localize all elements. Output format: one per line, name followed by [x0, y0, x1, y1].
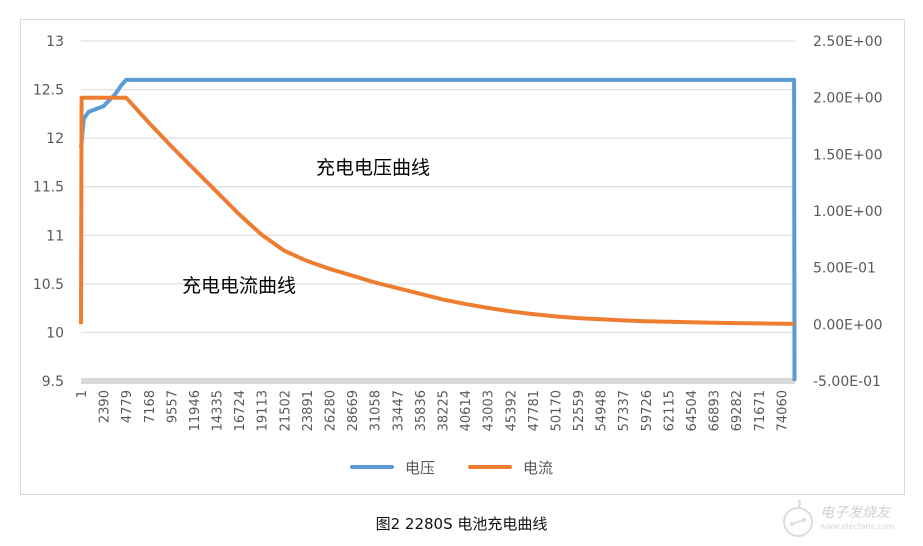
x-axis: 1 2390 4779 7168 9557 11946 14335 16724 19113 215… [75, 390, 790, 431]
x-axis-tick-label: 45392 [504, 390, 519, 431]
left-axis-tick-label: 11.5 [33, 180, 64, 196]
left-axis-tick-label: 12 [46, 131, 64, 147]
series-line-current [79, 95, 795, 326]
right-axis-tick-label: 0.00E+00 [813, 317, 883, 333]
x-axis-tick-label: 40614 [459, 390, 474, 431]
x-axis-tick-label: 11946 [188, 390, 203, 431]
gridlines [81, 40, 795, 384]
annotation-voltage-curve: 充电电压曲线 [316, 157, 430, 179]
x-axis-tick-label: 43003 [482, 390, 497, 431]
x-axis-tick-label: 54948 [595, 390, 610, 431]
x-axis-tick-label: 4779 [120, 390, 135, 423]
x-axis-tick-label: 28669 [346, 390, 361, 431]
left-axis-tick-label: 9.5 [42, 374, 64, 390]
right-axis-tick-label: -5.00E-01 [813, 374, 881, 390]
x-axis-tick-label: 62115 [662, 390, 677, 431]
watermark-logo-icon [783, 499, 813, 537]
x-axis-line [81, 378, 795, 384]
legend: 电压 电流 [350, 459, 553, 477]
left-axis-tick-label: 10 [46, 325, 64, 341]
x-axis-tick-label: 74060 [775, 390, 790, 431]
x-axis-tick-label: 64504 [685, 390, 700, 431]
x-axis-tick-label: 57337 [617, 390, 632, 431]
x-axis-tick-label: 71671 [753, 390, 768, 431]
watermark-name: 电子发烧友 [820, 505, 890, 521]
x-axis-tick-label: 26280 [324, 390, 339, 431]
x-axis-tick-label: 14335 [211, 390, 226, 431]
x-axis-tick-label: 69282 [730, 390, 745, 431]
x-axis-tick-label: 59726 [640, 390, 655, 431]
x-axis-tick-label: 1 [75, 390, 90, 398]
left-axis-tick-label: 10.5 [33, 277, 64, 293]
x-axis-tick-label: 23891 [301, 390, 316, 431]
right-y-axis: 2.50E+00 2.00E+00 1.50E+00 1.00E+00 5.00E-01… [813, 34, 883, 390]
x-axis-tick-label: 50170 [549, 390, 564, 431]
x-axis-tick-label: 38225 [436, 390, 451, 431]
left-axis-tick-label: 11 [46, 228, 64, 244]
x-axis-tick-label: 9557 [165, 390, 180, 423]
right-axis-tick-label: 2.50E+00 [813, 34, 883, 50]
right-axis-tick-label: 5.00E-01 [813, 261, 876, 277]
legend-voltage-label: 电压 [405, 459, 435, 477]
left-y-axis: 13 12.5 12 11.5 11 10.5 10 9.5 [33, 34, 64, 390]
x-axis-tick-label: 66893 [708, 390, 723, 431]
series-lines [79, 77, 797, 382]
x-axis-tick-label: 31058 [369, 390, 384, 431]
x-axis-tick-label: 52559 [572, 390, 587, 431]
x-axis-tick-label: 21502 [278, 390, 293, 431]
watermark-url: www.elecfans.com [820, 522, 895, 531]
x-axis-tick-label: 47781 [527, 390, 542, 431]
figure-caption: 图2 2280S 电池充电曲线 [375, 515, 548, 533]
x-axis-tick-label: 35836 [414, 390, 429, 431]
right-axis-tick-label: 2.00E+00 [813, 91, 883, 107]
annotation-current-curve: 充电电流曲线 [182, 275, 296, 297]
right-axis-tick-label: 1.00E+00 [813, 204, 883, 220]
chart-frame [20, 19, 905, 495]
x-axis-tick-label: 19113 [256, 390, 271, 431]
x-axis-tick-label: 7168 [143, 390, 158, 423]
x-axis-tick-label: 16724 [233, 390, 248, 431]
left-axis-tick-label: 13 [46, 34, 64, 50]
x-axis-tick-label: 33447 [391, 390, 406, 431]
watermark: 电子发烧友 www.elecfans.com [778, 499, 918, 540]
x-axis-tick-label: 2390 [98, 390, 113, 423]
legend-current-label: 电流 [523, 459, 553, 477]
left-axis-tick-label: 12.5 [33, 83, 64, 99]
right-axis-tick-label: 1.50E+00 [813, 147, 883, 163]
series-line-voltage [79, 77, 797, 382]
